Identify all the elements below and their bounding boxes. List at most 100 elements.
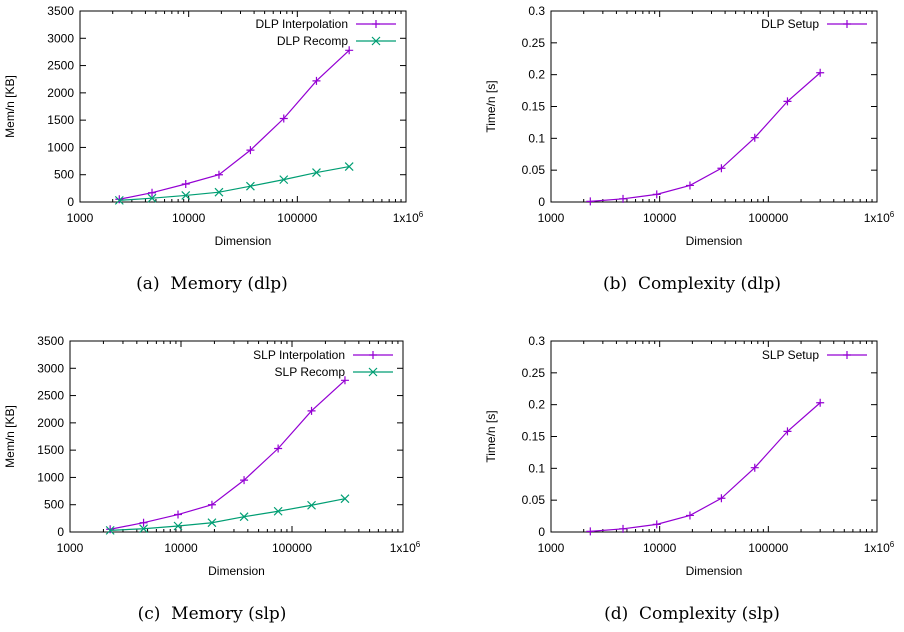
y-tick-label: 3000 — [37, 361, 64, 375]
y-tick-label: 0.15 — [522, 100, 546, 114]
plot-frame — [550, 10, 878, 203]
data-point — [207, 518, 217, 528]
y-tick-label: 0.2 — [528, 398, 545, 412]
series-line-0 — [110, 379, 346, 530]
x-tick-label: 10000 — [172, 211, 206, 225]
x-tick-label: 10000 — [643, 211, 677, 225]
x-axis-label: Dimension — [686, 234, 743, 248]
subfigure-caption: (d) Complexity (slp) — [604, 604, 780, 624]
x-tick-label: 1000 — [67, 211, 94, 225]
legend-marker — [843, 20, 851, 28]
legend-label: DLP Interpolation — [255, 17, 348, 31]
y-axis-label: Mem/n [KB] — [3, 405, 17, 468]
data-point — [816, 398, 825, 407]
data-point — [685, 181, 694, 190]
data-point — [245, 181, 255, 191]
chart-panel-1: 0 0.05 0.1 0.15 0.2 0.25 0.3 1000 10000 100000 1x1… — [484, 4, 895, 294]
y-tick-label: 2000 — [47, 86, 74, 100]
data-point — [181, 191, 191, 200]
data-point — [114, 195, 124, 205]
data-point — [246, 146, 255, 155]
data-point — [783, 427, 792, 436]
y-tick-label: 2500 — [47, 59, 74, 73]
legend-marker — [368, 367, 378, 377]
legend-label: DLP Recomp — [277, 34, 348, 48]
data-point — [174, 510, 183, 519]
y-tick-label: 3500 — [37, 334, 64, 348]
x-tick-label: 100000 — [277, 211, 317, 225]
x-axis-label: Dimension — [208, 564, 265, 578]
x-tick-label: 100000 — [272, 541, 312, 555]
data-point — [147, 193, 157, 203]
data-point — [307, 500, 316, 510]
x-tick-label: 100000 — [748, 211, 788, 225]
data-point — [139, 518, 148, 527]
plot-frame — [79, 10, 407, 203]
data-point — [717, 494, 726, 503]
x-tick-label: 1x106 — [864, 540, 895, 555]
legend-marker — [369, 351, 377, 359]
x-tick-label: 10000 — [164, 541, 198, 555]
data-point — [652, 190, 661, 199]
y-tick-label: 1000 — [47, 140, 74, 154]
data-point — [816, 68, 825, 77]
data-point — [619, 194, 628, 203]
x-tick-label: 100000 — [748, 541, 788, 555]
x-tick-label: 1x106 — [864, 210, 895, 225]
x-tick-superscript: 6 — [890, 540, 895, 549]
y-tick-label: 2500 — [37, 389, 64, 403]
data-point — [586, 197, 595, 206]
data-point — [586, 527, 595, 536]
data-point — [344, 162, 354, 171]
y-tick-label: 0.15 — [522, 430, 546, 444]
legend-label: SLP Setup — [762, 348, 819, 362]
plot-frame — [550, 340, 878, 533]
legend-marker — [843, 351, 851, 359]
y-tick-label: 3000 — [47, 31, 74, 45]
x-axis-label: Dimension — [686, 564, 743, 578]
data-point — [685, 511, 694, 520]
series-line-1 — [110, 498, 346, 531]
y-tick-label: 0.05 — [522, 163, 546, 177]
plot-frame — [69, 340, 404, 533]
series-line-1 — [119, 165, 350, 201]
data-point — [717, 164, 726, 173]
chart-panel-0: 0 500 1000 1500 2000 2500 3000 3500 1000 10000 100… — [3, 4, 424, 294]
y-tick-label: 0.3 — [528, 334, 545, 348]
data-point — [279, 114, 288, 123]
data-point — [340, 376, 349, 385]
x-tick-label: 1000 — [538, 211, 565, 225]
y-tick-label: 500 — [44, 498, 64, 512]
series-line-0 — [119, 49, 350, 200]
subfigure-caption: (a) Memory (dlp) — [136, 274, 288, 294]
y-axis-label: Time/n [s] — [484, 410, 498, 462]
x-tick-superscript: 6 — [416, 540, 421, 549]
x-tick-label: 10000 — [643, 541, 677, 555]
data-point — [239, 512, 249, 522]
y-tick-label: 0 — [538, 195, 545, 209]
x-tick-superscript: 6 — [419, 210, 424, 219]
data-point — [345, 46, 354, 55]
y-tick-label: 0.25 — [522, 366, 546, 380]
data-point — [340, 494, 350, 504]
y-tick-label: 0 — [57, 525, 64, 539]
y-tick-label: 0.25 — [522, 36, 546, 50]
data-point — [652, 520, 661, 529]
subfigure-caption: (c) Memory (slp) — [138, 604, 287, 624]
data-point — [750, 463, 759, 472]
data-point — [207, 500, 216, 509]
legend-label: DLP Setup — [761, 17, 819, 31]
legend-marker — [371, 36, 381, 46]
data-point — [312, 168, 321, 177]
data-point — [181, 179, 190, 188]
y-tick-label: 0.05 — [522, 493, 546, 507]
y-tick-label: 0.3 — [528, 4, 545, 18]
x-tick-label: 1000 — [538, 541, 565, 555]
series-line-0 — [590, 402, 821, 532]
x-tick-label: 1x106 — [390, 540, 421, 555]
y-axis-label: Time/n [s] — [484, 80, 498, 132]
y-tick-label: 1500 — [47, 113, 74, 127]
y-axis-label: Mem/n [KB] — [3, 75, 17, 138]
y-tick-label: 1500 — [37, 443, 64, 457]
